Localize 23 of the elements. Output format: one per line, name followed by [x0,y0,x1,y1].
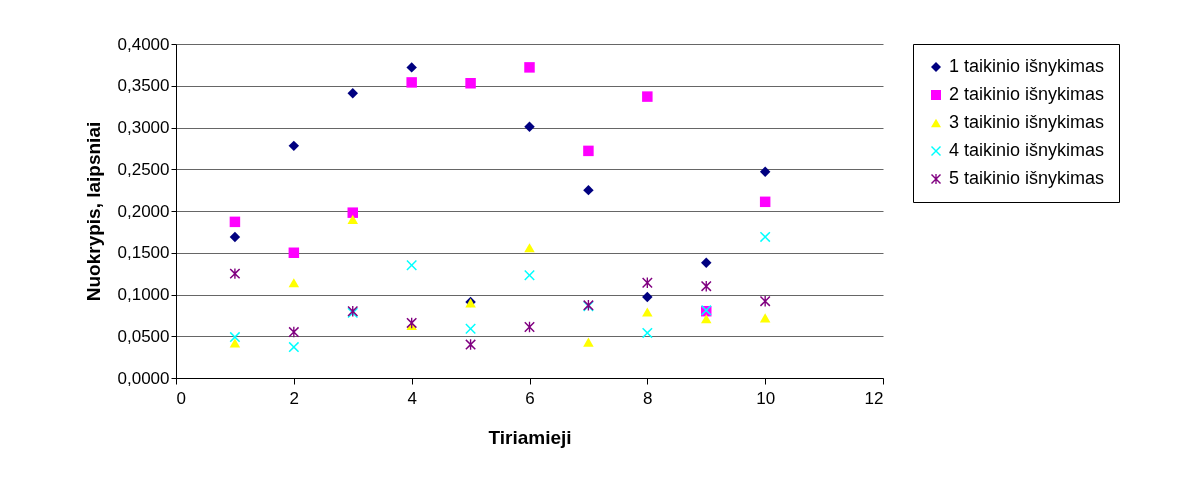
y-tick-label: 0,1000 [117,285,170,304]
y-tick-label: 0,0500 [117,326,170,346]
legend-label: 2 taikinio išnykimas [949,84,1105,104]
y-tick-label: 0,3500 [117,76,170,96]
x-axis-title: Tiriamieji [488,426,572,448]
x-tick-label: 0 [176,388,186,408]
x-tick-label: 6 [525,388,535,408]
legend-label: 1 taikinio išnykimas [949,56,1105,76]
x-tick-label: 4 [407,388,417,408]
y-tick-label: 0,0000 [117,368,170,388]
x-tick-label: 8 [643,388,653,408]
legend-label: 5 taikinio išnykimas [949,168,1105,188]
x-tick-label: 2 [289,388,300,408]
legend-label: 3 taikinio išnykimas [949,112,1105,132]
y-tick-label: 0,4000 [117,34,170,54]
y-tick-label: 0,2500 [117,159,170,179]
y-tick-label: 0,3000 [117,118,170,137]
y-tick-label: 0,1500 [117,243,170,263]
y-axis-title: Nuokrypis, laipsniai [82,121,104,302]
x-tick-label: 12 [864,388,884,408]
legend-label: 4 taikinio išnykimas [949,140,1105,160]
x-tick-label: 10 [756,388,776,408]
y-tick-label: 0,2000 [117,201,170,221]
